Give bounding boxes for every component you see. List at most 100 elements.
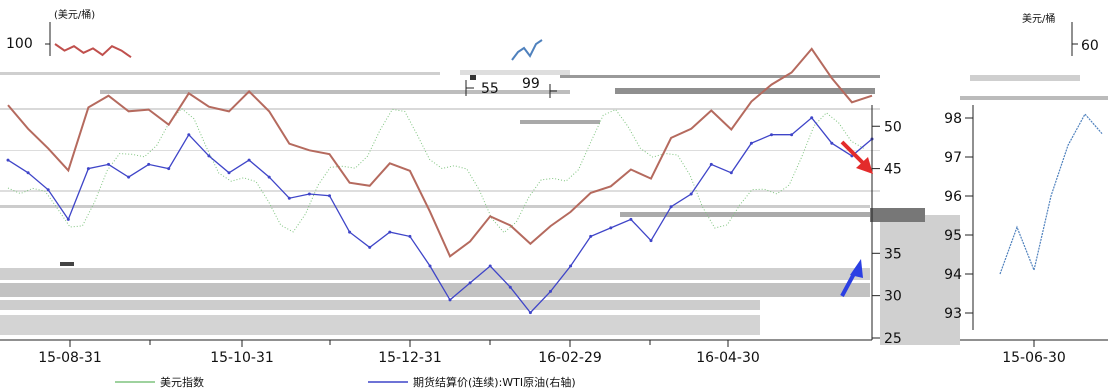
x-tick-label: 15-10-31 xyxy=(210,350,274,366)
artifact-stripe xyxy=(870,208,925,222)
y-right-tick-label: 35 xyxy=(884,246,902,262)
wti-point xyxy=(689,192,693,196)
wti-point xyxy=(629,217,633,221)
wti-point xyxy=(428,264,432,268)
artifact-stripe xyxy=(460,70,570,75)
x-tick-label: 15-12-31 xyxy=(378,350,442,366)
artifact-stripe xyxy=(0,150,880,151)
wti-point xyxy=(749,141,753,145)
wti-point xyxy=(709,162,713,166)
inset-topleft-tick-label: 100 xyxy=(6,36,33,52)
wti-point xyxy=(468,281,472,285)
inset-topmid-series-line xyxy=(511,39,543,61)
wti-point xyxy=(770,133,773,137)
inset-right-tick-label: 93 xyxy=(944,306,962,322)
wti-point xyxy=(328,194,331,198)
wti-point xyxy=(167,167,171,171)
artifact-stripe xyxy=(615,88,875,94)
artifact-stripe xyxy=(100,90,570,94)
inset-right-unit-label: 美元/桶 xyxy=(1022,12,1055,25)
artifact-stripe xyxy=(60,262,74,266)
wti-point xyxy=(86,167,90,171)
legend-label-dollar: 美元指数 xyxy=(160,375,204,389)
x-tick-label: 15-08-31 xyxy=(38,350,102,366)
wti-point xyxy=(26,171,30,175)
wti-point xyxy=(46,188,50,192)
red-arrow-annotation xyxy=(840,140,873,174)
artifact-stripe xyxy=(0,300,760,310)
inset-right-ticks: 93 94 95 96 97 98 xyxy=(944,111,973,322)
wti-point xyxy=(127,175,131,179)
inset-right-tick-label: 97 xyxy=(944,150,962,166)
wti-point xyxy=(589,234,593,238)
inset-right-bg xyxy=(960,100,1108,350)
y-right-tick-label: 45 xyxy=(884,162,902,178)
legend: 美元指数 期货结算价(连续):WTI原油(右轴) xyxy=(115,375,576,389)
overlap-artifacts xyxy=(0,70,1108,345)
inset-right-tick-label: 98 xyxy=(944,111,962,127)
wti-point xyxy=(669,205,673,209)
wti-point xyxy=(147,162,151,166)
inset-topmid: 55 99 xyxy=(465,39,557,98)
inset-right-tick-label: 60 xyxy=(1081,38,1099,54)
artifact-stripe xyxy=(470,72,476,80)
wti-points xyxy=(6,116,874,315)
inset-right-tick-label: 94 xyxy=(944,267,962,283)
inset-right-x-tick-label: 15-06-30 xyxy=(1002,350,1066,366)
wti-point xyxy=(528,311,532,315)
wti-point xyxy=(408,234,412,238)
inset-right-tick-label: 95 xyxy=(944,228,962,244)
wti-point xyxy=(790,133,794,137)
artifact-block xyxy=(880,215,960,345)
wti-point xyxy=(830,141,834,145)
inset-topleft-series-line xyxy=(54,43,132,59)
inset-topmid-tick-label: 55 xyxy=(481,81,499,97)
red-arrow-head xyxy=(856,157,873,174)
x-ticks: 15-08-31 15-10-31 15-12-31 16-02-29 16-04-30 xyxy=(38,340,760,366)
wti-point xyxy=(508,285,512,289)
red-arrow-shaft xyxy=(840,140,868,168)
main-chart: 15-08-31 15-10-31 15-12-31 16-02-29 16-04-30… xyxy=(0,47,902,366)
artifact-stripe xyxy=(0,283,870,297)
wti-point xyxy=(187,133,191,137)
wti-point xyxy=(267,175,271,179)
wti-point xyxy=(227,171,231,175)
y-right-tick-label: 50 xyxy=(884,119,902,135)
inset-right-series-line xyxy=(999,113,1103,275)
artifact-stripe xyxy=(0,108,880,110)
wti-point xyxy=(810,116,814,120)
wti-point xyxy=(287,196,291,200)
wti-point xyxy=(649,239,653,243)
artifact-stripe xyxy=(0,315,760,335)
wti-point xyxy=(307,192,311,196)
artifact-stripe xyxy=(520,120,600,124)
artifact-stripe xyxy=(0,205,870,208)
inset-topmid-tick-label: 99 xyxy=(522,76,540,92)
wti-point xyxy=(66,217,70,221)
inset-right: 美元/桶 60 93 94 95 96 97 98 15-06-30 xyxy=(944,12,1108,366)
wti-point xyxy=(549,289,552,293)
artifact-stripe xyxy=(560,75,880,78)
x-tick-label: 16-02-29 xyxy=(538,350,602,366)
blue-arrow-annotation xyxy=(840,259,863,297)
inset-right-tick-label: 96 xyxy=(944,189,962,205)
y-right-tick-label: 25 xyxy=(884,331,902,347)
wti-point xyxy=(569,264,573,268)
blue-arrow-head xyxy=(850,259,863,278)
y-right-tick-label: 30 xyxy=(884,289,902,305)
wti-point xyxy=(448,298,452,302)
artifact-stripe xyxy=(0,72,440,75)
wti-overlay-series-line xyxy=(7,47,873,258)
inset-topleft: (美元/桶) 100 xyxy=(6,8,132,59)
artifact-stripe xyxy=(0,190,880,192)
wti-series-line xyxy=(7,116,873,314)
legend-label-wti: 期货结算价(连续):WTI原油(右轴) xyxy=(413,375,576,389)
wti-point xyxy=(729,171,733,175)
wti-point xyxy=(368,245,372,249)
y-right-ticks: 25 30 35 45 50 xyxy=(872,119,902,347)
inset-topleft-unit-label: (美元/桶) xyxy=(54,8,95,21)
wti-point xyxy=(207,154,211,158)
wti-point xyxy=(488,264,492,268)
